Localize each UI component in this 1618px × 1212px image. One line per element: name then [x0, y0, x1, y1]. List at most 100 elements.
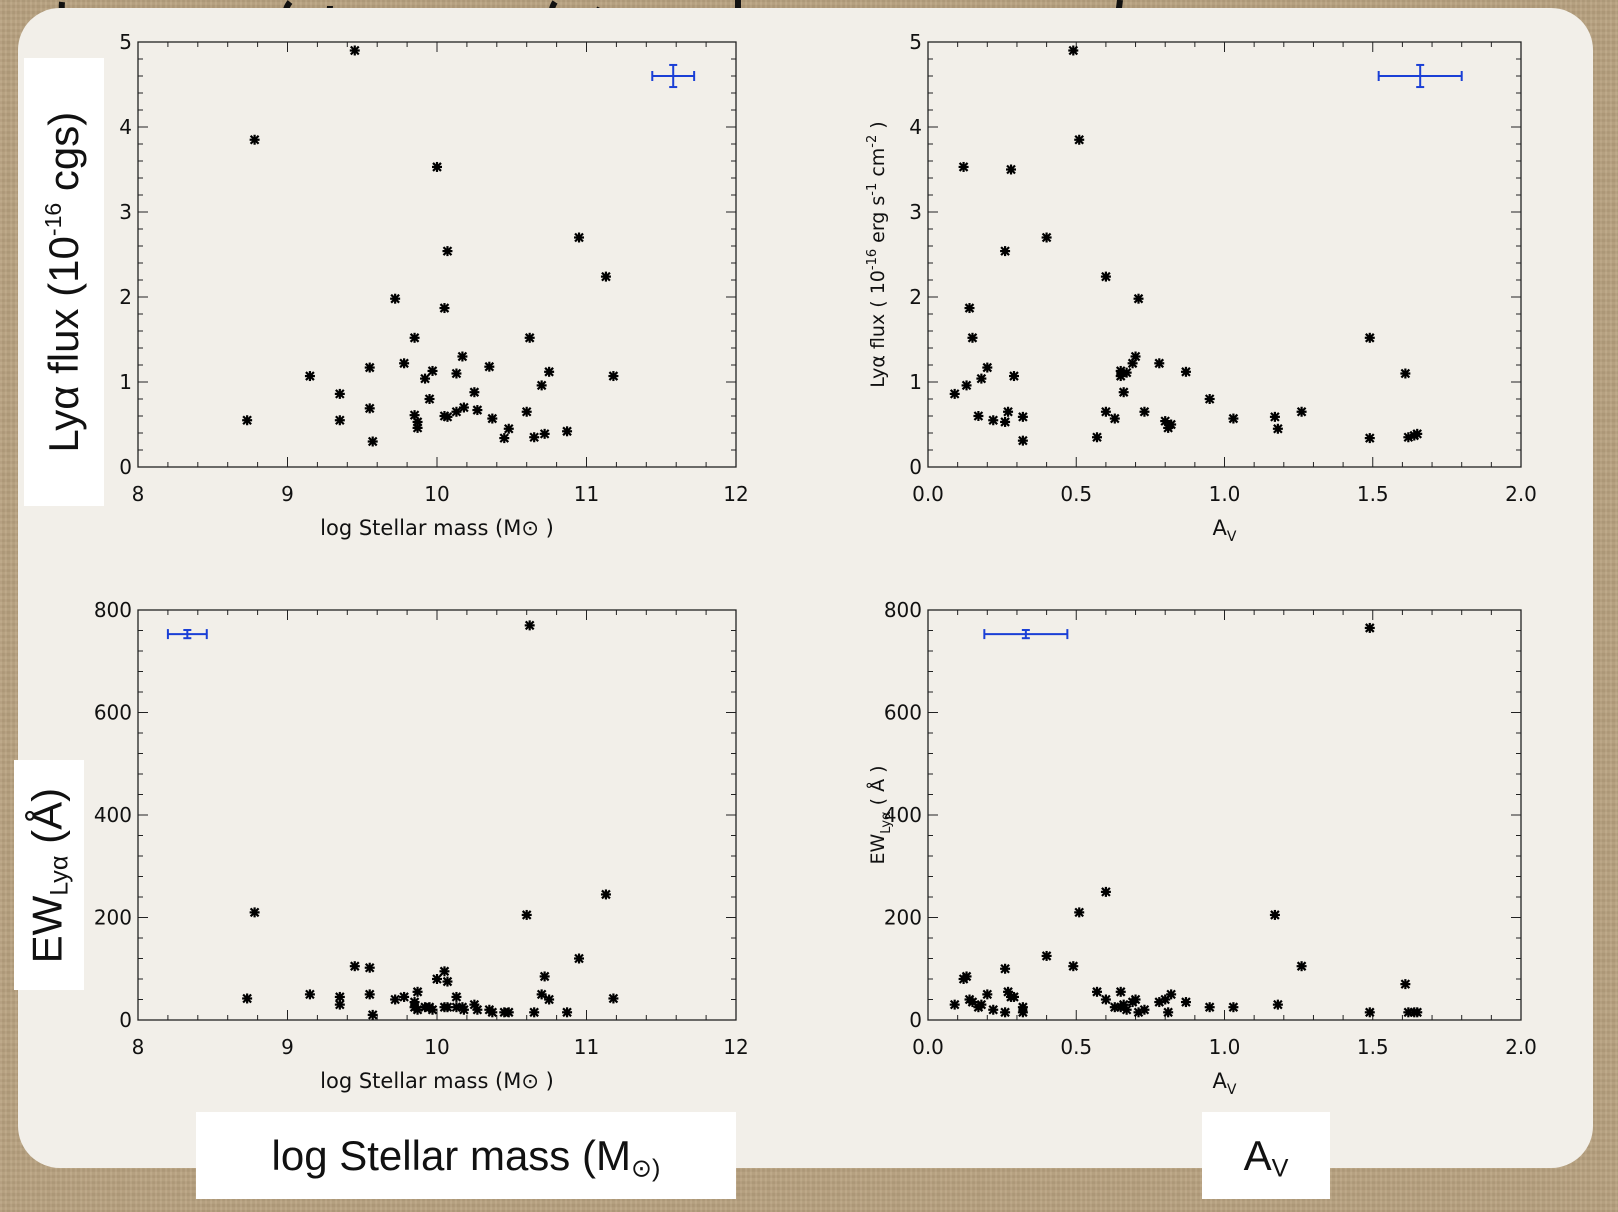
data-point — [608, 371, 619, 382]
data-point — [1364, 433, 1375, 444]
x-tick-label: 1.5 — [1357, 482, 1389, 506]
y-tick-label: 400 — [94, 803, 132, 827]
ew-big-sub: Lyα — [45, 855, 74, 896]
data-point — [390, 293, 401, 304]
data-point — [1074, 134, 1085, 145]
y-tick-label: 1 — [909, 370, 922, 394]
data-point — [539, 971, 550, 982]
data-point — [1269, 411, 1280, 422]
data-point — [1041, 232, 1052, 243]
x-tick-label: 10 — [424, 482, 449, 506]
y-tick-label: 2 — [909, 285, 922, 309]
y-axis-label-tail2: cm — [867, 148, 889, 183]
x-tick-label: 0.0 — [912, 1035, 944, 1059]
x-tick-label: 9 — [281, 1035, 294, 1059]
slide-panel — [18, 8, 1593, 1168]
x-tick-label: 0.5 — [1060, 482, 1092, 506]
x-tick-label: 8 — [132, 1035, 145, 1059]
data-point — [988, 1004, 999, 1015]
data-point — [976, 373, 987, 384]
data-point — [442, 976, 453, 987]
data-point — [544, 994, 555, 1005]
data-point — [1364, 1007, 1375, 1018]
x-tick-label: 8 — [132, 482, 145, 506]
data-point — [349, 45, 360, 56]
y-tick-label: 4 — [909, 115, 922, 139]
y-tick-label: 0 — [119, 455, 132, 479]
y-tick-label: 5 — [119, 30, 132, 54]
y-tick-label: 4 — [119, 115, 132, 139]
av-big-main: A — [1243, 1132, 1272, 1179]
data-point — [1163, 1007, 1174, 1018]
data-point — [521, 909, 532, 920]
data-point — [499, 433, 510, 444]
data-point — [451, 406, 462, 417]
mass-big-tail: ⊙) — [630, 1154, 661, 1183]
y-tick-label: 800 — [884, 598, 922, 622]
mass-big-label: log Stellar mass (M⊙) — [196, 1112, 736, 1199]
data-point — [1180, 997, 1191, 1008]
data-point — [457, 351, 468, 362]
data-point — [442, 411, 453, 422]
flux-vs-av-plot: 0.0 0.5 1.0 1.5 2.0 0 1 2 3 4 5 AV Lyα flux ( 10-16 … — [865, 30, 1537, 545]
data-point — [562, 426, 573, 437]
data-point — [503, 1007, 514, 1018]
data-point — [364, 962, 375, 973]
data-point — [1400, 368, 1411, 379]
y-axis-label-sup: -16 — [865, 249, 880, 270]
data-point — [334, 991, 345, 1002]
data-point — [1296, 961, 1307, 972]
data-point — [1068, 961, 1079, 972]
data-point — [600, 889, 611, 900]
data-point — [487, 413, 498, 424]
data-point — [1296, 406, 1307, 417]
data-point — [1204, 394, 1215, 404]
data-point — [1154, 358, 1165, 369]
x-tick-label: 1.5 — [1357, 1035, 1389, 1059]
data-point — [1228, 1002, 1239, 1013]
plot-frame — [927, 41, 1522, 468]
data-point — [529, 432, 540, 443]
data-point — [334, 415, 345, 426]
data-point — [1272, 999, 1283, 1010]
data-point — [1003, 406, 1014, 417]
y-axis-label-tail: ( Å ) — [866, 765, 889, 811]
ew-big-text: EWLyα (Å) — [23, 761, 74, 991]
data-point — [1130, 351, 1141, 362]
x-tick-label: 12 — [723, 482, 748, 506]
error-bar — [983, 628, 1069, 640]
data-point — [1100, 406, 1111, 417]
data-point — [487, 1007, 498, 1018]
x-tick-label: 1.0 — [1209, 482, 1241, 506]
data-point — [1121, 1004, 1132, 1015]
data-point — [1109, 413, 1120, 424]
data-point — [420, 373, 431, 384]
data-point — [1204, 1002, 1215, 1013]
data-point — [458, 402, 469, 413]
y-tick-label: 1 — [119, 370, 132, 394]
data-point — [1017, 411, 1028, 422]
data-point — [1000, 246, 1011, 257]
data-point — [521, 406, 532, 417]
data-point — [1041, 950, 1052, 961]
y-tick-label: 0 — [909, 1008, 922, 1032]
data-point — [1100, 994, 1111, 1005]
data-point — [1100, 271, 1111, 282]
x-tick-label: 0.5 — [1060, 1035, 1092, 1059]
data-point — [1074, 907, 1085, 918]
data-point — [1400, 979, 1411, 990]
data-point — [364, 362, 375, 373]
x-tick-label: 9 — [281, 482, 294, 506]
data-point — [1092, 986, 1103, 997]
data-point — [439, 303, 450, 314]
data-point — [973, 411, 984, 421]
x-tick-label: 10 — [424, 1035, 449, 1059]
y-tick-label: 600 — [94, 701, 132, 725]
data-point — [988, 415, 999, 426]
x-axis-label: AV — [1213, 516, 1237, 545]
data-point — [536, 380, 547, 391]
data-point — [964, 303, 975, 314]
data-point — [349, 961, 360, 972]
data-point — [1017, 1007, 1028, 1018]
